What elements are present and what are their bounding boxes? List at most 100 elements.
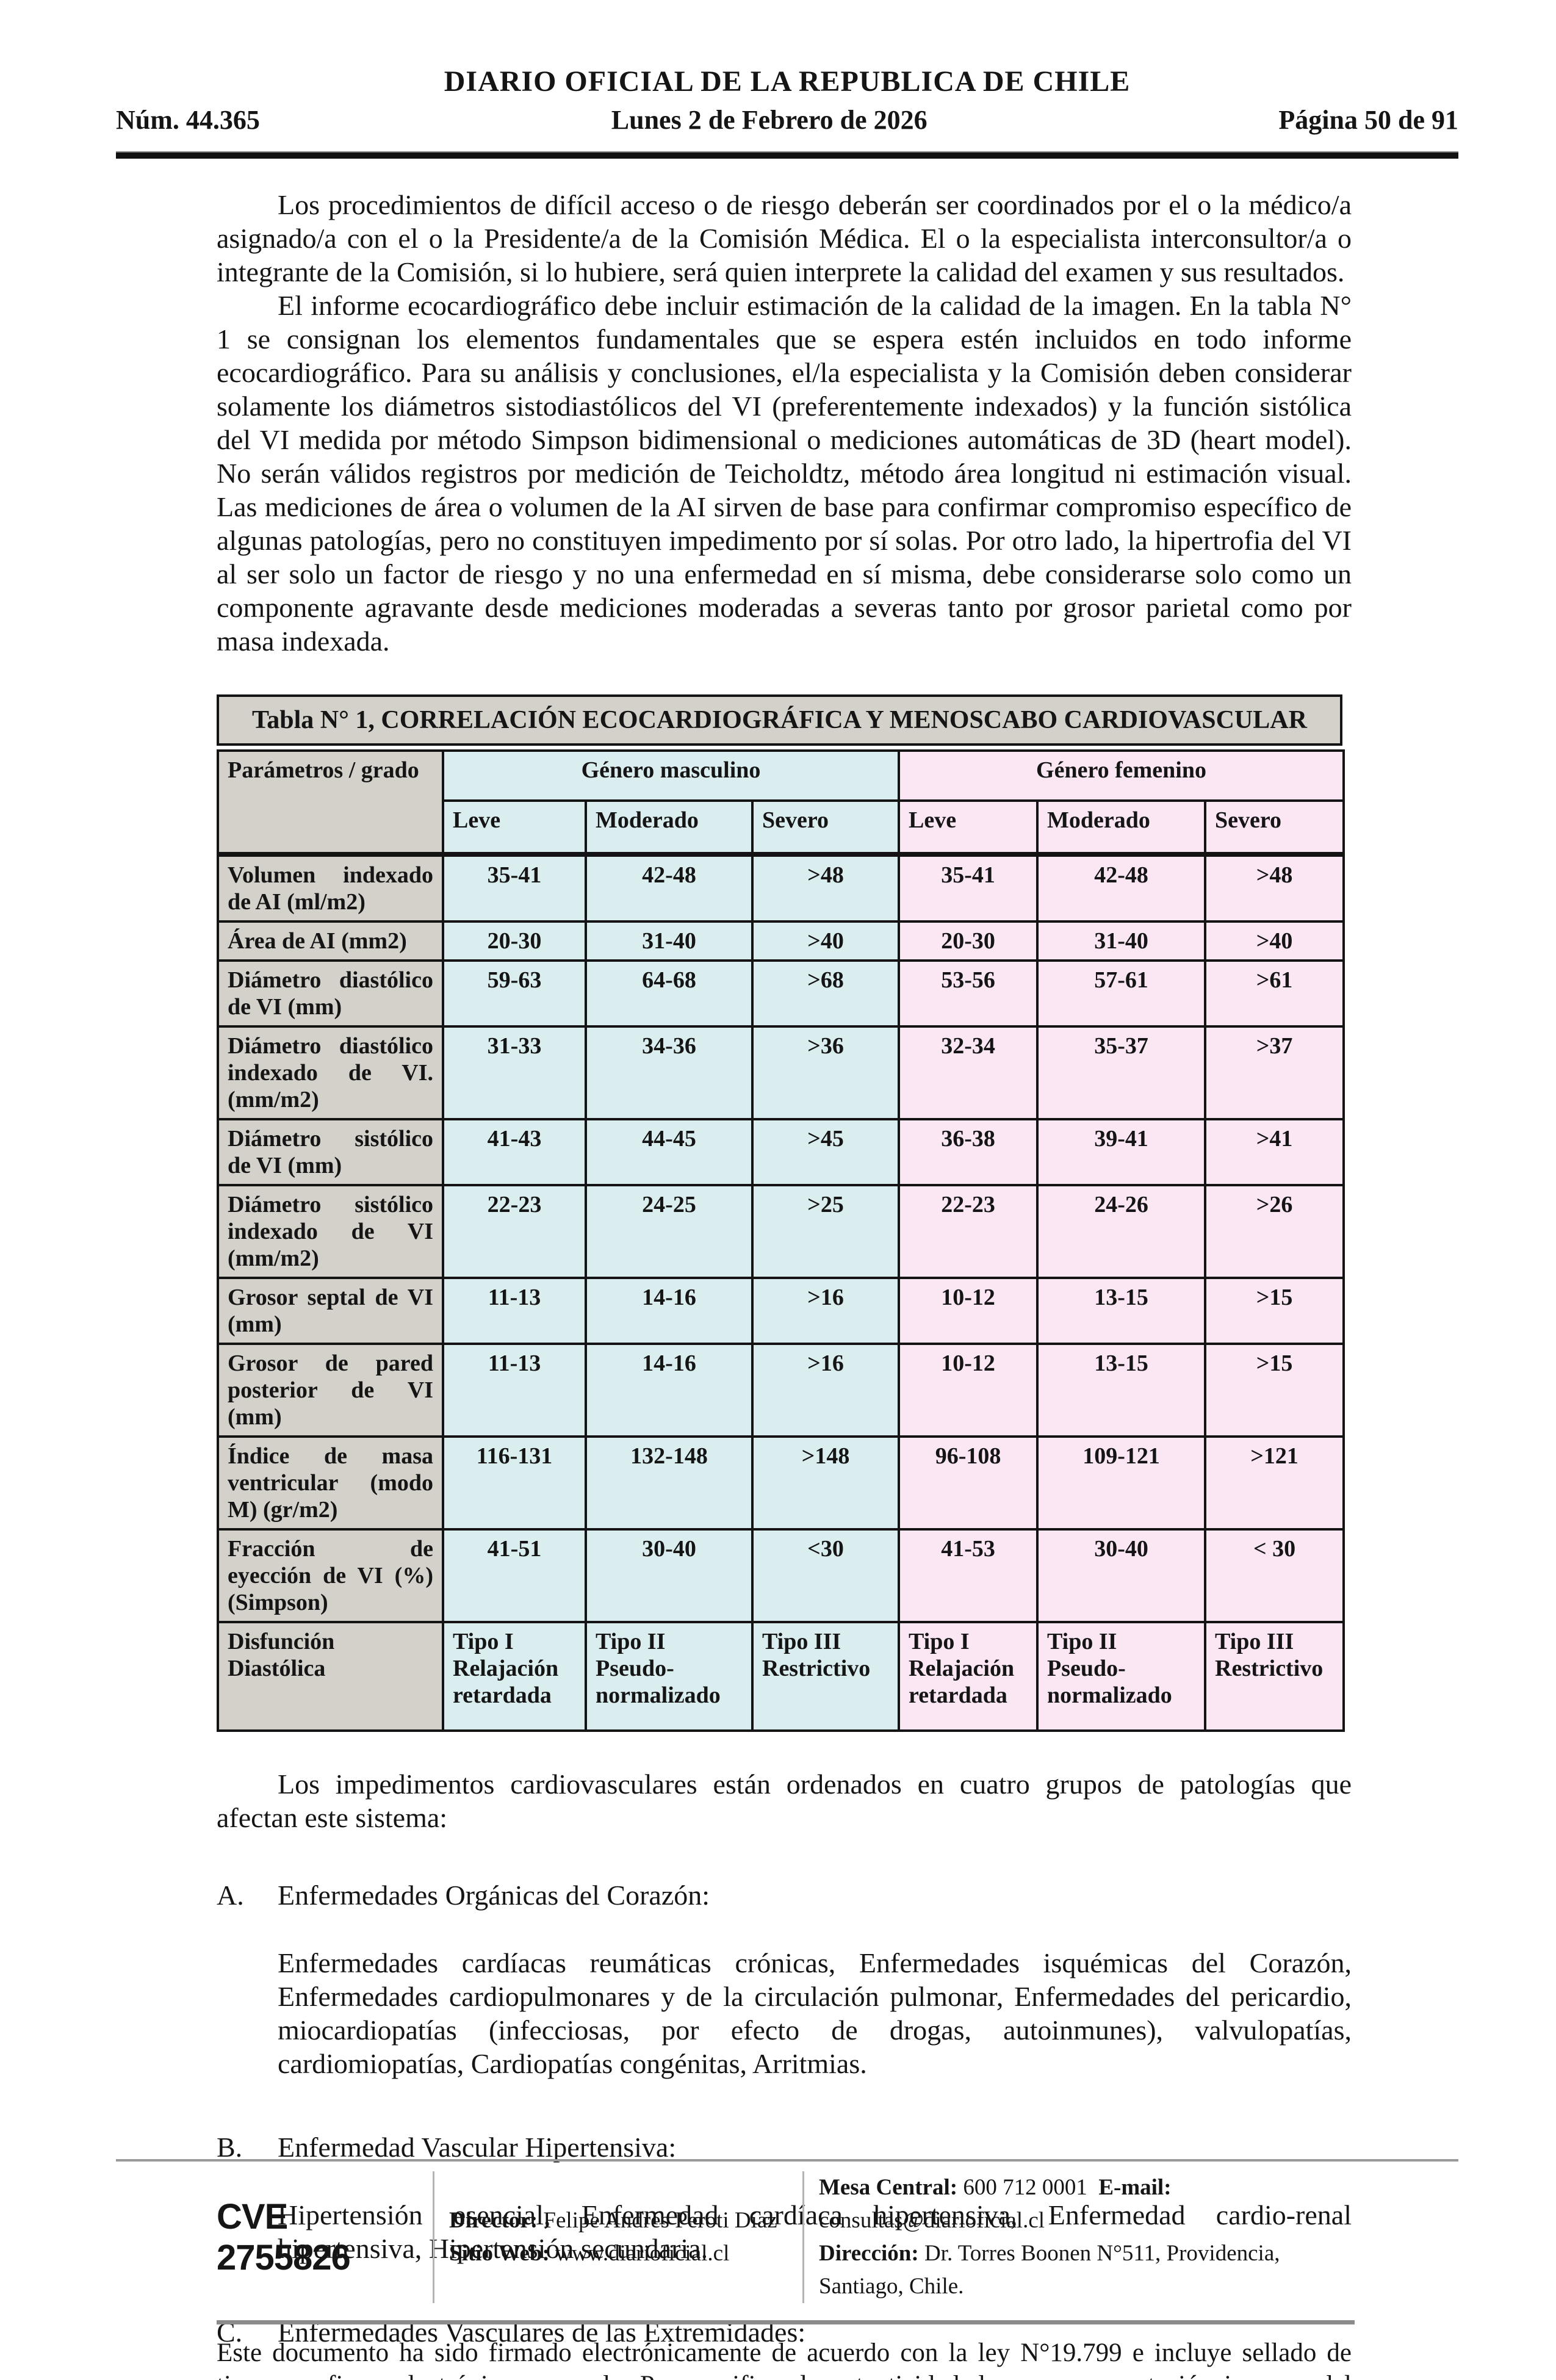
section-a-letter: A. <box>217 1880 244 1911</box>
cell: >26 <box>1204 1184 1345 1279</box>
row-label: Volumen indexado de AI (ml/m2) <box>217 852 444 923</box>
cell: >15 <box>1204 1343 1345 1438</box>
cell: 132-148 <box>585 1435 754 1531</box>
table-row: Grosor septal de VI (mm) 11-13 14-16 >16… <box>217 1277 1345 1345</box>
cell: >45 <box>751 1118 901 1186</box>
issue-number: Núm. 44.365 <box>116 105 260 135</box>
director-line: Director: Felipe Andrés Peroti Díaz <box>449 2204 788 2237</box>
cell: Tipo II Pseudo-normalizado <box>1036 1621 1207 1732</box>
cell: >61 <box>1204 959 1345 1028</box>
cell: 64-68 <box>585 959 754 1028</box>
cell: 31-40 <box>1036 920 1207 962</box>
footer-divider <box>802 2171 804 2303</box>
cell: 39-41 <box>1036 1118 1207 1186</box>
row-label: Diámetro diastólico de VI (mm) <box>217 959 444 1028</box>
table-1-section: Tabla N° 1, CORRELACIÓN ECOCARDIOGRÁFICA… <box>217 694 1352 1732</box>
cell: 11-13 <box>442 1343 587 1438</box>
row-label: Grosor septal de VI (mm) <box>217 1277 444 1345</box>
cell: 14-16 <box>585 1277 754 1345</box>
email-label: E-mail: <box>1098 2175 1172 2200</box>
row-label: Índice de masa ventricular (modo M) (gr/… <box>217 1435 444 1531</box>
cell: >68 <box>751 959 901 1028</box>
cell: 22-23 <box>442 1184 587 1279</box>
row-label: Grosor de pared posterior de VI (mm) <box>217 1343 444 1438</box>
table-row-severity: Leve Moderado Severo Leve Moderado Sever… <box>218 799 1345 856</box>
table-corner-header: Parámetros / grado <box>217 749 444 856</box>
cell: 24-26 <box>1036 1184 1207 1279</box>
cell: 20-30 <box>898 920 1039 962</box>
cell: 36-38 <box>898 1118 1039 1186</box>
section-a-heading: A. Enfermedades Orgánicas del Corazón: <box>217 1878 1352 1912</box>
paragraph-procedimientos: Los procedimientos de difícil acceso o d… <box>217 189 1352 287</box>
severity-header: Severo <box>751 799 901 856</box>
cell: 42-48 <box>1036 852 1207 923</box>
severity-header: Moderado <box>585 799 754 856</box>
email-value: consultas@diarioficial.cl <box>819 2208 1045 2233</box>
row-label: Diámetro sistólico de VI (mm) <box>217 1118 444 1186</box>
page-footer: CVE 2755826 Director: Felipe Andrés Pero… <box>0 2159 1556 2380</box>
sitio-label: Sitio Web: <box>449 2241 550 2266</box>
cell: 22-23 <box>898 1184 1039 1279</box>
cell: 30-40 <box>1036 1528 1207 1623</box>
masthead-rule <box>116 151 1458 159</box>
row-label: Área de AI (mm2) <box>217 920 444 962</box>
cell: 41-51 <box>442 1528 587 1623</box>
table-row: Área de AI (mm2) 20-30 31-40 >40 20-30 3… <box>217 920 1345 962</box>
group-header-femenino: Género femenino <box>898 749 1345 802</box>
cell: 24-25 <box>585 1184 754 1279</box>
severity-header: Moderado <box>1036 799 1207 856</box>
section-b-letter: B. <box>217 2132 243 2163</box>
sitio-line: Sitio Web: www.diarioficial.cl <box>449 2237 788 2270</box>
cell: >41 <box>1204 1118 1345 1186</box>
cell: 34-36 <box>585 1025 754 1120</box>
row-label: Fracción de eyección de VI (%) (Simpson) <box>217 1528 444 1623</box>
mesa-label: Mesa Central: <box>819 2175 958 2200</box>
section-b-heading: B. Enfermedad Vascular Hipertensiva: <box>217 2130 1352 2164</box>
cell: 31-33 <box>442 1025 587 1120</box>
masthead: DIARIO OFICIAL DE LA REPUBLICA DE CHILE … <box>116 0 1458 159</box>
mesa-line: Mesa Central: 600 712 0001 E-mail: consu… <box>819 2171 1355 2237</box>
cell: 53-56 <box>898 959 1039 1028</box>
issue-date: Lunes 2 de Febrero de 2026 <box>611 105 927 135</box>
cell: Tipo III Restrictivo <box>1204 1621 1345 1732</box>
cell: 116-131 <box>442 1435 587 1531</box>
cell: >37 <box>1204 1025 1345 1120</box>
cell: 20-30 <box>442 920 587 962</box>
section-b-body: Hipertensión esencial, Enfermedad cardía… <box>278 2199 1352 2264</box>
page-body: Los procedimientos de difícil acceso o d… <box>217 188 1352 2380</box>
cell: 41-43 <box>442 1118 587 1186</box>
cell: >25 <box>751 1184 901 1279</box>
director-label: Director: <box>449 2208 538 2233</box>
cell: >15 <box>1204 1277 1345 1345</box>
director-name: Felipe Andrés Peroti Díaz <box>543 2208 777 2233</box>
row-label: Diámetro sistólico indexado de VI (mm/m2… <box>217 1184 444 1279</box>
mesa-phone: 600 712 0001 <box>963 2175 1087 2200</box>
direccion-label: Dirección: <box>819 2241 919 2266</box>
cell: 10-12 <box>898 1277 1039 1345</box>
table-row-gender: Parámetros / grado Género masculino Géne… <box>217 749 1345 856</box>
table-row: Diámetro diastólico indexado de VI. (mm/… <box>217 1025 1345 1120</box>
severity-header: Leve <box>442 799 587 856</box>
cell: 31-40 <box>585 920 754 962</box>
direccion-line: Dirección: Dr. Torres Boonen N°511, Prov… <box>819 2237 1355 2303</box>
cell: 42-48 <box>585 852 754 923</box>
cell: >16 <box>751 1277 901 1345</box>
table-row: Fracción de eyección de VI (%) (Simpson)… <box>217 1528 1345 1623</box>
row-label: Disfunción Diastólica <box>217 1621 444 1732</box>
cell: >48 <box>751 852 901 923</box>
severity-header: Leve <box>898 799 1039 856</box>
cell: Tipo I Relajación retardada <box>442 1621 587 1732</box>
footer-mid-rule <box>217 2320 1355 2324</box>
cell: 59-63 <box>442 959 587 1028</box>
table-row: Diámetro sistólico de VI (mm) 41-43 44-4… <box>217 1118 1345 1186</box>
table-row: Índice de masa ventricular (modo M) (gr/… <box>217 1435 1345 1531</box>
section-a-body: Enfermedades cardíacas reumáticas crónic… <box>278 1947 1352 2079</box>
cell: 11-13 <box>442 1277 587 1345</box>
cell: 57-61 <box>1036 959 1207 1028</box>
cell: 13-15 <box>1036 1277 1207 1345</box>
cell: 109-121 <box>1036 1435 1207 1531</box>
table-row: Grosor de pared posterior de VI (mm) 11-… <box>217 1343 1345 1438</box>
cell: 44-45 <box>585 1118 754 1186</box>
cell: <30 <box>751 1528 901 1623</box>
group-header-masculino: Género masculino <box>441 749 901 802</box>
